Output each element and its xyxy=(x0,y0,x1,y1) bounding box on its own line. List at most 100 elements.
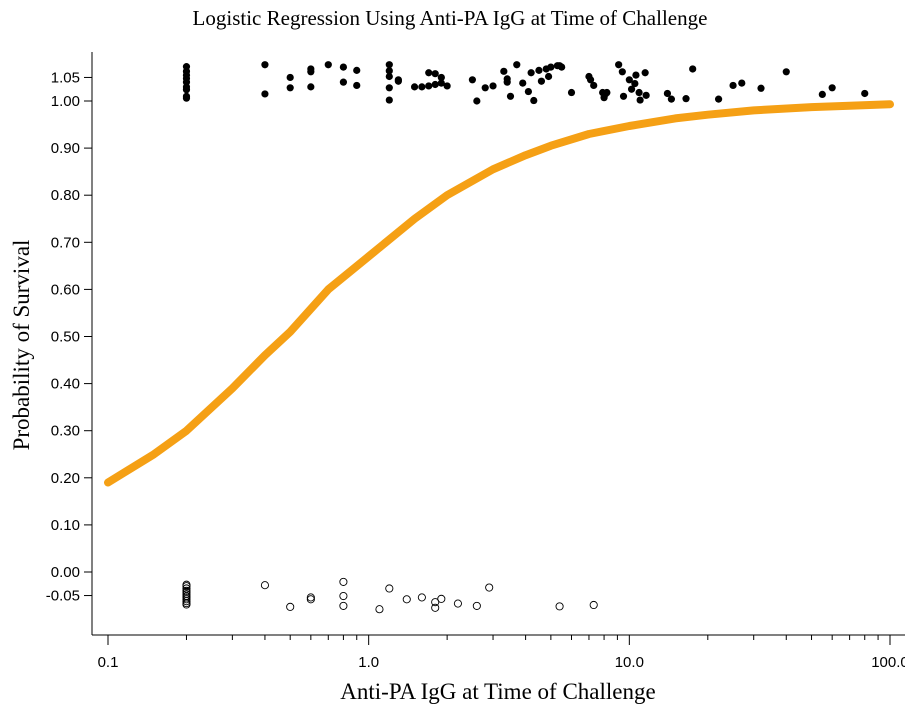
survived-point xyxy=(636,96,644,104)
survived-point xyxy=(524,87,532,96)
survived-points xyxy=(182,61,869,105)
y-tick-label: 0.30 xyxy=(51,423,80,440)
survived-point xyxy=(667,95,675,103)
chart-title: Logistic Regression Using Anti-PA IgG at… xyxy=(193,6,708,30)
survived-point xyxy=(729,81,737,90)
survived-point xyxy=(481,84,489,92)
died-point xyxy=(472,601,481,610)
survived-point xyxy=(627,85,636,93)
survived-point xyxy=(625,76,633,84)
x-tick-label: 100.0 xyxy=(871,654,905,671)
survived-point xyxy=(535,66,543,74)
survived-point xyxy=(714,95,723,103)
y-tick-label: 0.70 xyxy=(51,234,80,251)
survived-point xyxy=(286,73,294,82)
survived-point xyxy=(527,69,535,77)
survived-point xyxy=(385,96,393,104)
survived-point xyxy=(558,63,566,71)
survived-point xyxy=(503,78,511,86)
died-point xyxy=(431,598,440,607)
died-point xyxy=(339,591,348,601)
survived-point xyxy=(437,73,445,82)
survived-point xyxy=(506,92,515,100)
survived-point xyxy=(353,66,361,74)
died-point xyxy=(306,595,315,604)
survived-point xyxy=(425,82,433,90)
survived-point xyxy=(689,65,697,73)
survived-point xyxy=(619,92,628,100)
survived-point xyxy=(468,76,476,84)
died-point xyxy=(182,582,191,591)
survived-point xyxy=(473,97,481,105)
y-ticks: -0.05 0.00 0.10 0.20 0.30 0.40 0.50 0.60 0.70 0.8… xyxy=(46,69,92,605)
survived-point xyxy=(324,61,332,69)
y-tick-label: 0.80 xyxy=(51,187,80,204)
survived-point xyxy=(500,67,508,75)
survived-point xyxy=(385,61,393,69)
y-tick-label: 1.05 xyxy=(51,69,80,86)
survived-point xyxy=(489,82,497,90)
survived-point xyxy=(738,79,746,87)
died-point xyxy=(431,603,440,612)
survived-point xyxy=(618,68,626,76)
died-point xyxy=(339,577,348,586)
survived-point xyxy=(286,84,294,92)
survived-point xyxy=(603,88,611,97)
logistic-curve xyxy=(104,100,894,487)
survived-point xyxy=(261,90,269,98)
survived-point xyxy=(182,86,191,94)
survived-point xyxy=(307,83,315,91)
survived-point xyxy=(418,83,426,91)
survived-point xyxy=(682,95,690,103)
survived-point xyxy=(530,96,538,105)
died-point xyxy=(555,602,564,611)
survived-point xyxy=(632,71,640,79)
died-point xyxy=(417,593,426,602)
died-point xyxy=(485,583,494,592)
survived-point xyxy=(431,80,439,89)
died-point xyxy=(339,601,348,610)
survived-point xyxy=(635,88,643,97)
x-axis-label: Anti-PA IgG at Time of Challenge xyxy=(340,679,655,704)
died-point xyxy=(306,593,315,602)
survived-point xyxy=(437,79,445,87)
survived-point xyxy=(615,61,623,69)
survived-point xyxy=(631,79,639,88)
x-tick-label: 0.1 xyxy=(98,654,119,671)
survived-point xyxy=(353,81,361,90)
survived-point xyxy=(385,72,393,81)
survived-point xyxy=(782,68,790,76)
died-point xyxy=(437,594,446,603)
survived-point xyxy=(663,89,672,98)
survived-point xyxy=(590,81,598,90)
died-point xyxy=(402,595,411,604)
died-point xyxy=(385,584,394,593)
survived-point xyxy=(818,90,826,99)
survived-point xyxy=(641,69,649,77)
died-point xyxy=(453,599,462,608)
survived-point xyxy=(182,94,191,102)
survived-point xyxy=(385,67,393,75)
survived-point xyxy=(261,61,269,69)
logistic-curve-layer xyxy=(104,100,894,487)
died-point xyxy=(182,595,191,604)
survived-point xyxy=(513,61,521,69)
survived-point xyxy=(642,91,650,99)
y-tick-label: 0.00 xyxy=(51,564,80,581)
survived-point xyxy=(339,63,348,71)
died-point xyxy=(182,597,191,606)
survived-point xyxy=(385,84,393,92)
survived-point xyxy=(547,63,555,71)
survived-point xyxy=(307,68,315,76)
died-point xyxy=(260,581,269,590)
survived-point xyxy=(757,84,765,92)
died-point xyxy=(182,600,191,609)
died-point xyxy=(286,602,295,611)
y-tick-label: 1.00 xyxy=(51,93,80,110)
survived-point xyxy=(519,79,527,87)
x-tick-label: 1.0 xyxy=(358,654,379,671)
y-tick-label: 0.40 xyxy=(51,376,80,393)
y-tick-label: -0.05 xyxy=(46,588,80,605)
y-tick-label: 0.50 xyxy=(51,329,80,346)
